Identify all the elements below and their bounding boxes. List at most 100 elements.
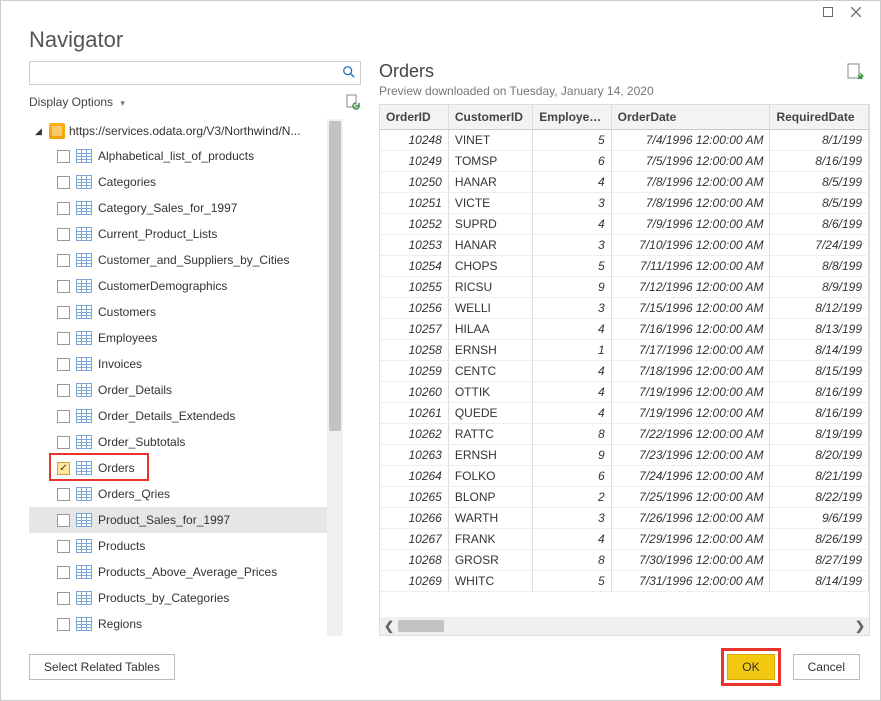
tree-item-customer_and_suppliers_by_cities[interactable]: Customer_and_Suppliers_by_Cities	[29, 247, 343, 273]
checkbox[interactable]	[57, 540, 70, 553]
checkbox[interactable]	[57, 436, 70, 449]
table-row[interactable]: 10261QUEDE47/19/1996 12:00:00 AM8/16/199	[380, 402, 869, 423]
select-related-button[interactable]: Select Related Tables	[29, 654, 175, 680]
table-row[interactable]: 10253HANAR37/10/1996 12:00:00 AM7/24/199	[380, 234, 869, 255]
cell: 10267	[380, 528, 448, 549]
tree-item-label: Alphabetical_list_of_products	[98, 149, 343, 163]
table-row[interactable]: 10258ERNSH17/17/1996 12:00:00 AM8/14/199	[380, 339, 869, 360]
hscroll-thumb[interactable]	[398, 620, 444, 632]
tree-item-label: Employees	[98, 331, 343, 345]
navigator-dialog: Navigator Display Options ▾	[0, 0, 881, 701]
checkbox[interactable]	[57, 306, 70, 319]
close-button[interactable]	[842, 3, 870, 21]
cell: 10257	[380, 318, 448, 339]
table-row[interactable]: 10266WARTH37/26/1996 12:00:00 AM9/6/199	[380, 507, 869, 528]
table-row[interactable]: 10260OTTIK47/19/1996 12:00:00 AM8/16/199	[380, 381, 869, 402]
table-row[interactable]: 10256WELLI37/15/1996 12:00:00 AM8/12/199	[380, 297, 869, 318]
table-row[interactable]: 10269WHITC57/31/1996 12:00:00 AM8/14/199	[380, 570, 869, 591]
search-input[interactable]	[29, 61, 361, 85]
tree-item-regions[interactable]: Regions	[29, 611, 343, 636]
table-row[interactable]: 10267FRANK47/29/1996 12:00:00 AM8/26/199	[380, 528, 869, 549]
tree-root[interactable]: ◢ https://services.odata.org/V3/Northwin…	[29, 119, 343, 143]
tree-item-products_by_categories[interactable]: Products_by_Categories	[29, 585, 343, 611]
tree-item-invoices[interactable]: Invoices	[29, 351, 343, 377]
expander-icon[interactable]: ◢	[35, 126, 45, 137]
checkbox[interactable]	[57, 332, 70, 345]
checkbox[interactable]	[57, 410, 70, 423]
tree-scrollbar[interactable]	[327, 119, 343, 636]
table-row[interactable]: 10257HILAA47/16/1996 12:00:00 AM8/13/199	[380, 318, 869, 339]
tree-item-orders[interactable]: ✓ Orders	[29, 455, 343, 481]
table-row[interactable]: 10259CENTC47/18/1996 12:00:00 AM8/15/199	[380, 360, 869, 381]
table-row[interactable]: 10265BLONP27/25/1996 12:00:00 AM8/22/199	[380, 486, 869, 507]
checkbox[interactable]	[57, 592, 70, 605]
table-row[interactable]: 10248VINET57/4/1996 12:00:00 AM8/1/199	[380, 129, 869, 150]
table-row[interactable]: 10250HANAR47/8/1996 12:00:00 AM8/5/199	[380, 171, 869, 192]
table-row[interactable]: 10262RATTC87/22/1996 12:00:00 AM8/19/199	[380, 423, 869, 444]
table-row[interactable]: 10251VICTE37/8/1996 12:00:00 AM8/5/199	[380, 192, 869, 213]
table-row[interactable]: 10249TOMSP67/5/1996 12:00:00 AM8/16/199	[380, 150, 869, 171]
cell: 8/16/199	[770, 150, 869, 171]
caret-down-icon: ▾	[120, 98, 125, 108]
checkbox[interactable]	[57, 566, 70, 579]
tree-item-categories[interactable]: Categories	[29, 169, 343, 195]
checkbox[interactable]	[57, 514, 70, 527]
tree-item-label: CustomerDemographics	[98, 279, 343, 293]
tree-item-order_subtotals[interactable]: Order_Subtotals	[29, 429, 343, 455]
checkbox[interactable]	[57, 254, 70, 267]
scroll-left[interactable]: ❮	[380, 619, 398, 633]
scroll-right[interactable]: ❯	[851, 619, 869, 633]
tree-item-category_sales_for_1997[interactable]: Category_Sales_for_1997	[29, 195, 343, 221]
table-row[interactable]: 10252SUPRD47/9/1996 12:00:00 AM8/6/199	[380, 213, 869, 234]
tree-item-order_details_extendeds[interactable]: Order_Details_Extendeds	[29, 403, 343, 429]
tree-item-product_sales_for_1997[interactable]: Product_Sales_for_1997	[29, 507, 343, 533]
checkbox[interactable]	[57, 228, 70, 241]
scrollbar-thumb[interactable]	[329, 121, 341, 431]
checkbox[interactable]	[57, 488, 70, 501]
cell: RATTC	[448, 423, 532, 444]
tree-item-customerdemographics[interactable]: CustomerDemographics	[29, 273, 343, 299]
checkbox[interactable]	[57, 618, 70, 631]
refresh-icon[interactable]	[345, 94, 361, 110]
checkbox[interactable]	[57, 150, 70, 163]
tree-item-products_above_average_prices[interactable]: Products_Above_Average_Prices	[29, 559, 343, 585]
checkbox[interactable]	[57, 384, 70, 397]
table-row[interactable]: 10268GROSR87/30/1996 12:00:00 AM8/27/199	[380, 549, 869, 570]
cell: 8/9/199	[770, 276, 869, 297]
table-row[interactable]: 10254CHOPS57/11/1996 12:00:00 AM8/8/199	[380, 255, 869, 276]
ok-button[interactable]: OK	[727, 654, 774, 680]
display-options[interactable]: Display Options ▾	[29, 95, 125, 109]
tree-item-customers[interactable]: Customers	[29, 299, 343, 325]
cell: 2	[533, 486, 611, 507]
edit-icon[interactable]	[846, 63, 864, 81]
maximize-button[interactable]	[814, 3, 842, 21]
grid-hscroll[interactable]: ❮ ❯	[380, 617, 869, 635]
table-row[interactable]: 10255RICSU97/12/1996 12:00:00 AM8/9/199	[380, 276, 869, 297]
cell: 5	[533, 570, 611, 591]
checkbox[interactable]: ✓	[57, 462, 70, 475]
tree-item-orders_qries[interactable]: Orders_Qries	[29, 481, 343, 507]
cell: 8/1/199	[770, 129, 869, 150]
cancel-button[interactable]: Cancel	[793, 654, 860, 680]
tree-item-employees[interactable]: Employees	[29, 325, 343, 351]
col-employeeid[interactable]: EmployeeID	[533, 105, 611, 129]
checkbox[interactable]	[57, 202, 70, 215]
table-row[interactable]: 10264FOLKO67/24/1996 12:00:00 AM8/21/199	[380, 465, 869, 486]
tree-item-label: Categories	[98, 175, 343, 189]
tree-item-products[interactable]: Products	[29, 533, 343, 559]
col-customerid[interactable]: CustomerID	[448, 105, 532, 129]
cell: 9	[533, 276, 611, 297]
cell: 8/19/199	[770, 423, 869, 444]
cell: 3	[533, 234, 611, 255]
checkbox[interactable]	[57, 280, 70, 293]
checkbox[interactable]	[57, 176, 70, 189]
tree-item-label: Orders	[98, 461, 343, 475]
tree-item-current_product_lists[interactable]: Current_Product_Lists	[29, 221, 343, 247]
table-row[interactable]: 10263ERNSH97/23/1996 12:00:00 AM8/20/199	[380, 444, 869, 465]
col-requireddate[interactable]: RequiredDate	[770, 105, 869, 129]
checkbox[interactable]	[57, 358, 70, 371]
col-orderdate[interactable]: OrderDate	[611, 105, 770, 129]
tree-item-alphabetical_list_of_products[interactable]: Alphabetical_list_of_products	[29, 143, 343, 169]
tree-item-order_details[interactable]: Order_Details	[29, 377, 343, 403]
col-orderid[interactable]: OrderID	[380, 105, 448, 129]
